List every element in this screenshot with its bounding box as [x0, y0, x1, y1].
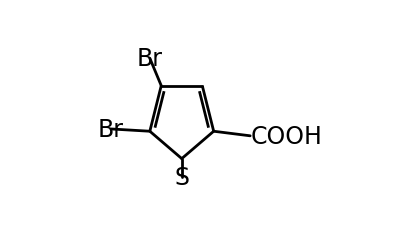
Text: S: S: [174, 165, 189, 189]
Text: Br: Br: [98, 117, 124, 141]
Text: Br: Br: [137, 47, 163, 71]
Text: COOH: COOH: [250, 124, 322, 148]
